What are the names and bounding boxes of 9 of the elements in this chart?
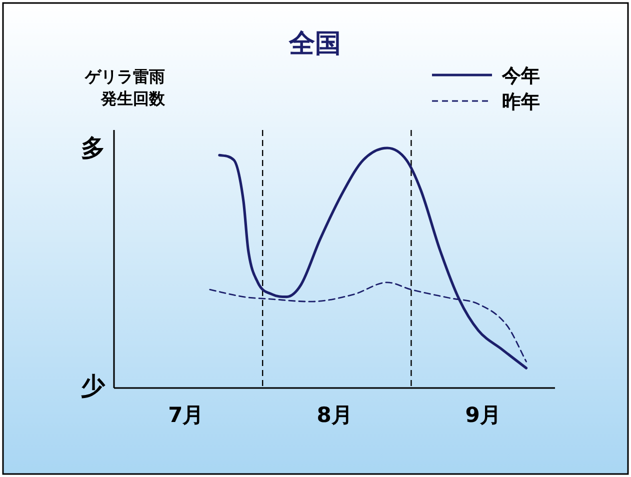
x-tick-label: 8月 [316,403,352,427]
text: 多 [81,134,105,162]
legend-label: 今年 [501,65,540,87]
y-axis-title: ゲリラ雷雨発生回数 [84,67,166,108]
legend-label: 昨年 [502,91,540,113]
text: 少 [81,372,106,400]
x-tick-label: 7月 [168,403,204,427]
x-tick-label: 9月 [465,403,501,427]
chart-title: 全国 [288,29,341,59]
